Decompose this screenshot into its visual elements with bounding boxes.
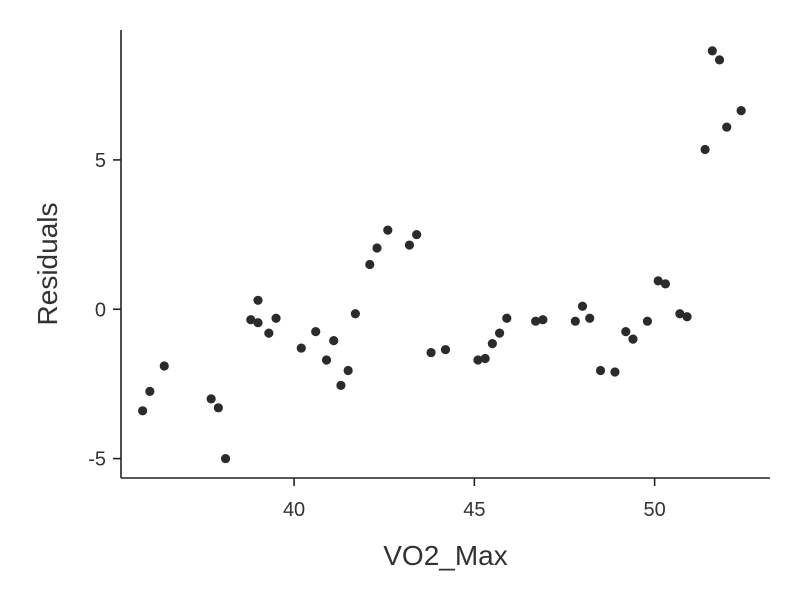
x-tick-label-45: 45 (463, 499, 485, 521)
data-point-28 (494, 328, 505, 338)
data-point-34 (585, 313, 595, 323)
data-point-5 (220, 453, 231, 464)
data-point-10 (271, 313, 281, 323)
data-point-11 (296, 343, 306, 353)
data-point-13 (321, 355, 332, 365)
data-point-47 (722, 122, 732, 132)
data-point-31 (538, 315, 548, 325)
y-tick-label-5: 5 (95, 150, 106, 172)
data-point-21 (404, 240, 415, 250)
data-point-35 (595, 365, 606, 376)
data-point-19 (372, 243, 382, 253)
data-point-2 (159, 361, 169, 371)
y-tick-label--5: -5 (88, 449, 106, 471)
data-point-30 (531, 316, 541, 326)
x-axis-title: VO2_Max (383, 540, 508, 571)
data-point-29 (502, 313, 512, 323)
data-point-26 (480, 353, 490, 364)
data-point-40 (653, 276, 663, 286)
data-point-38 (628, 334, 638, 344)
data-point-7 (253, 318, 263, 328)
data-point-6 (246, 315, 256, 325)
data-point-12 (311, 327, 321, 337)
data-point-44 (700, 144, 710, 155)
x-axis-ticks: 40 45 50 (283, 478, 666, 521)
data-point-17 (350, 309, 360, 319)
data-point-14 (329, 336, 339, 346)
plot-area: 40 45 50 -5 0 5 (88, 30, 770, 521)
x-tick-label-50: 50 (643, 499, 665, 521)
data-point-32 (570, 316, 580, 326)
data-points (138, 46, 746, 464)
data-point-23 (426, 347, 436, 358)
data-point-16 (343, 365, 353, 376)
data-point-24 (440, 344, 451, 355)
data-point-45 (707, 46, 717, 56)
data-point-41 (660, 279, 671, 289)
y-axis-title: Residuals (32, 203, 63, 326)
data-point-3 (206, 394, 216, 404)
data-point-42 (675, 309, 685, 319)
data-point-33 (577, 301, 588, 311)
data-point-8 (253, 295, 263, 305)
data-point-37 (621, 327, 631, 337)
data-point-1 (145, 386, 155, 396)
data-point-48 (736, 106, 746, 116)
x-tick-label-40: 40 (283, 499, 305, 521)
data-point-39 (642, 316, 653, 326)
data-point-22 (412, 229, 422, 240)
data-point-46 (714, 55, 725, 65)
data-point-0 (138, 406, 148, 416)
data-point-25 (473, 355, 483, 365)
data-point-4 (213, 403, 223, 413)
data-point-20 (383, 225, 393, 235)
data-point-9 (264, 328, 274, 338)
y-tick-label-0: 0 (95, 299, 106, 321)
data-point-18 (365, 259, 375, 270)
data-point-36 (610, 367, 620, 377)
data-point-15 (336, 380, 346, 391)
y-axis-ticks: -5 0 5 (88, 150, 121, 471)
data-point-27 (487, 339, 497, 349)
data-point-43 (682, 312, 692, 322)
